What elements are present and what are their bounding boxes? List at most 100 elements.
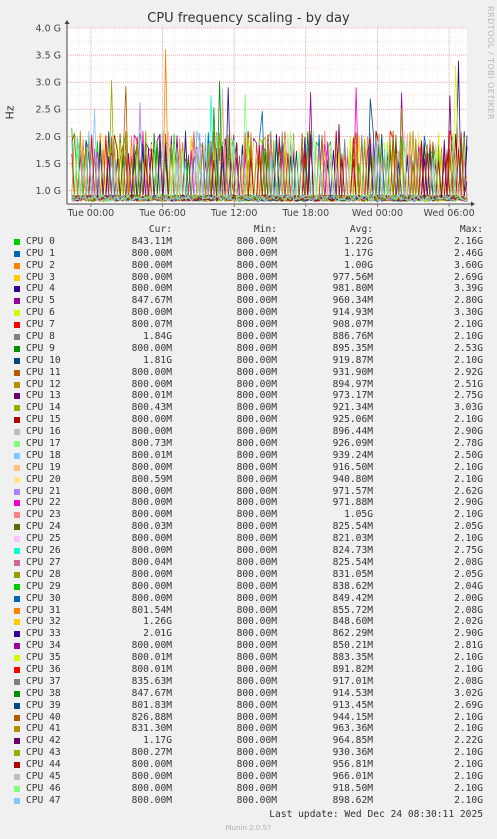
- avg-value: 971.57M: [332, 485, 373, 497]
- cur-value: 800.03M: [131, 521, 172, 533]
- cur-value: 835.63M: [131, 675, 172, 687]
- max-value: 2.10G: [454, 652, 483, 664]
- cur-value: 800.00M: [131, 770, 172, 782]
- min-value: 800.00M: [236, 247, 277, 259]
- series-name: CPU 1: [26, 247, 55, 259]
- avg-value: 914.93M: [332, 307, 373, 319]
- min-value: 800.00M: [236, 616, 277, 628]
- series-name: CPU 11: [26, 366, 61, 378]
- legend-swatch: [14, 441, 20, 448]
- legend-row: CPU 17 800.73M 800.00M 926.09M 2.78G: [0, 438, 497, 450]
- min-value: 800.00M: [236, 461, 277, 473]
- cur-value: 843.11M: [131, 235, 172, 247]
- cur-value: 800.00M: [131, 366, 172, 378]
- max-value: 2.80G: [454, 295, 483, 307]
- avg-value: 850.21M: [332, 640, 373, 652]
- x-tick-label: Tue 06:00: [138, 208, 186, 219]
- legend-swatch: [14, 452, 20, 459]
- max-value: 3.03G: [454, 402, 483, 414]
- legend-row: CPU 47 800.00M 800.00M 898.62M 2.10G: [0, 795, 497, 807]
- max-value: 2.10G: [454, 747, 483, 759]
- legend-row: CPU 38 847.67M 800.00M 914.53M 3.02G: [0, 688, 497, 700]
- max-value: 2.08G: [454, 675, 483, 687]
- legend-table: Cur: Min: Avg: Max: CPU 0 843.11M 800.00M 1…: [0, 224, 497, 807]
- legend-row: CPU 46 800.00M 800.00M 918.50M 2.10G: [0, 783, 497, 795]
- cur-value: 800.00M: [131, 794, 172, 806]
- cur-value: 1.81G: [143, 354, 172, 366]
- series-name: CPU 4: [26, 283, 55, 295]
- legend-row: CPU 45 800.00M 800.00M 966.01M 2.10G: [0, 771, 497, 783]
- max-value: 2.04G: [454, 580, 483, 592]
- max-value: 2.10G: [454, 319, 483, 331]
- min-value: 800.00M: [236, 485, 277, 497]
- min-value: 800.00M: [236, 699, 277, 711]
- min-value: 800.00M: [236, 628, 277, 640]
- legend-swatch: [14, 357, 20, 364]
- min-value: 800.00M: [236, 295, 277, 307]
- max-value: 2.10G: [454, 711, 483, 723]
- legend-swatch: [14, 262, 20, 269]
- series-name: CPU 6: [26, 307, 55, 319]
- max-value: 2.51G: [454, 378, 483, 390]
- avg-value: 825.54M: [332, 521, 373, 533]
- y-tick-label: 2.5 G: [36, 105, 62, 116]
- max-value: 2.92G: [454, 366, 483, 378]
- avg-value: 921.34M: [332, 402, 373, 414]
- max-value: 2.10G: [454, 509, 483, 521]
- min-value: 800.00M: [236, 271, 277, 283]
- avg-value: 1.17G: [344, 247, 373, 259]
- min-value: 800.00M: [236, 663, 277, 675]
- series-name: CPU 34: [26, 640, 61, 652]
- avg-value: 848.60M: [332, 616, 373, 628]
- min-value: 800.00M: [236, 687, 277, 699]
- legend-row: CPU 3 800.00M 800.00M 977.56M 2.69G: [0, 272, 497, 284]
- legend-row: CPU 43 800.27M 800.00M 930.36M 2.10G: [0, 747, 497, 759]
- legend-row: CPU 0 843.11M 800.00M 1.22G 2.16G: [0, 236, 497, 248]
- series-name: CPU 47: [26, 794, 61, 806]
- series-name: CPU 41: [26, 723, 61, 735]
- avg-value: 831.05M: [332, 568, 373, 580]
- max-value: 2.10G: [454, 414, 483, 426]
- legend-row: CPU 39 801.83M 800.00M 913.45M 2.69G: [0, 700, 497, 712]
- avg-value: 930.36M: [332, 747, 373, 759]
- series-name: CPU 27: [26, 556, 61, 568]
- min-value: 800.00M: [236, 331, 277, 343]
- avg-value: 913.45M: [332, 699, 373, 711]
- header-max: Max:: [459, 224, 483, 235]
- legend-row: CPU 12 800.00M 800.00M 894.97M 2.51G: [0, 379, 497, 391]
- legend-swatch: [14, 559, 20, 566]
- header-min: Min:: [253, 224, 277, 235]
- avg-value: 895.35M: [332, 342, 373, 354]
- cur-value: 800.00M: [131, 640, 172, 652]
- legend-row: CPU 44 800.00M 800.00M 956.81M 2.10G: [0, 759, 497, 771]
- legend-swatch: [14, 666, 20, 673]
- max-value: 2.62G: [454, 485, 483, 497]
- header-cur: Cur:: [148, 224, 172, 235]
- max-value: 2.08G: [454, 556, 483, 568]
- min-value: 800.00M: [236, 509, 277, 521]
- avg-value: 944.15M: [332, 711, 373, 723]
- series-name: CPU 37: [26, 675, 61, 687]
- cur-value: 847.67M: [131, 687, 172, 699]
- legend-row: CPU 42 1.17G 800.00M 964.85M 2.22G: [0, 735, 497, 747]
- legend-row: CPU 19 800.00M 800.00M 916.50M 2.10G: [0, 462, 497, 474]
- legend-swatch: [14, 619, 20, 626]
- legend-row: CPU 28 800.00M 800.00M 831.05M 2.05G: [0, 569, 497, 581]
- series-name: CPU 23: [26, 509, 61, 521]
- cur-value: 800.00M: [131, 461, 172, 473]
- cur-value: 800.00M: [131, 307, 172, 319]
- legend-swatch: [14, 250, 20, 257]
- series-lines: [71, 49, 468, 202]
- avg-value: 914.53M: [332, 687, 373, 699]
- series-name: CPU 43: [26, 747, 61, 759]
- legend-swatch: [14, 476, 20, 483]
- avg-value: 821.03M: [332, 533, 373, 545]
- cur-value: 800.00M: [131, 497, 172, 509]
- series-name: CPU 44: [26, 759, 61, 771]
- series-line: [71, 98, 468, 202]
- legend-row: CPU 27 800.04M 800.00M 825.54M 2.08G: [0, 557, 497, 569]
- max-value: 2.00G: [454, 592, 483, 604]
- max-value: 2.05G: [454, 568, 483, 580]
- cur-value: 800.27M: [131, 747, 172, 759]
- max-value: 2.22G: [454, 735, 483, 747]
